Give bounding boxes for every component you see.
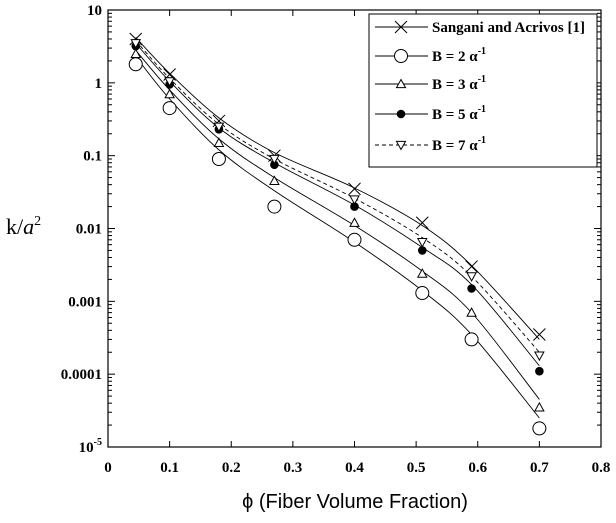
y-tick-label-base: 0.0001	[61, 367, 102, 383]
data-point	[465, 260, 478, 273]
data-point	[535, 366, 544, 376]
data-point	[395, 78, 407, 89]
data-point	[467, 284, 476, 293]
y-axis-title-variable: a	[23, 214, 34, 239]
legend-label-text: Sangani and Acrivos [1]	[432, 20, 585, 36]
legend-label-text: B = 5 α	[432, 107, 478, 123]
legend-label: Sangani and Acrivos [1]	[432, 20, 585, 36]
data-point	[211, 151, 226, 166]
y-axis-title: k/a2	[6, 214, 41, 239]
data-point	[213, 122, 225, 133]
legend-label-text: B = 2 α	[432, 49, 478, 65]
y-tick-label: 0.01	[76, 222, 102, 238]
data-point	[396, 109, 406, 119]
legend-box	[368, 13, 598, 168]
y-axis-title-exponent: 2	[34, 214, 41, 229]
data-point	[416, 268, 428, 278]
data-point	[129, 32, 143, 46]
y-tick-label-base: 0.01	[76, 222, 102, 238]
data-point	[267, 199, 282, 214]
data-point	[162, 101, 177, 116]
legend-label-exponent: -1	[478, 74, 486, 85]
data-point	[416, 238, 428, 248]
data-point	[164, 88, 175, 99]
y-tick-label: 0.1	[83, 149, 102, 165]
x-tick-label: 0.6	[468, 460, 487, 476]
x-tick-label: 0	[104, 460, 112, 476]
legend-label: B = 5 α-1	[432, 104, 486, 123]
x-tick-label: 0.8	[592, 460, 611, 476]
y-tick-label: 10	[87, 3, 102, 19]
y-axis-title-base: k/	[6, 214, 24, 239]
x-tick-label: 0.4	[345, 460, 364, 476]
data-point	[164, 77, 175, 87]
legend-items: Sangani and Acrivos [1]B = 2 α-1B = 3 α-…	[375, 20, 585, 154]
data-point	[417, 246, 427, 255]
data-point	[269, 154, 280, 165]
series-line	[135, 37, 540, 340]
legend-label-exponent: -1	[478, 104, 486, 115]
legend-label-exponent: -1	[478, 46, 486, 57]
y-tick-label: 1	[95, 76, 103, 92]
data-point	[130, 48, 142, 58]
y-tick-label: 0.0001	[61, 367, 102, 383]
x-axis-title: ϕ (Fiber Volume Fraction)	[242, 491, 468, 513]
data-point	[269, 175, 280, 186]
data-point	[532, 421, 547, 436]
data-point	[464, 332, 479, 347]
y-tick-label: 10-5	[79, 437, 102, 456]
data-markers	[128, 32, 547, 436]
data-point	[349, 217, 360, 227]
x-tick-labels: 0 0.1 0.2 0.3 0.4 0.5 0.6 0.7 0.8	[104, 460, 610, 476]
data-point	[466, 272, 477, 282]
data-point	[128, 57, 143, 72]
legend-label: B = 3 α-1	[432, 74, 486, 93]
x-tick-label: 0.7	[530, 460, 549, 476]
x-tick-label: 0.5	[407, 460, 426, 476]
data-point	[394, 49, 408, 63]
y-tick-label-base: 0.1	[83, 149, 102, 165]
x-tick-label: 0.1	[160, 460, 179, 476]
axis-ticks	[107, 9, 602, 448]
y-tick-label: 0.001	[68, 294, 102, 310]
x-tick-label: 0.3	[284, 460, 303, 476]
y-tick-label-base: 10	[79, 440, 94, 456]
legend: Sangani and Acrivos [1]B = 2 α-1B = 3 α-…	[368, 13, 598, 168]
x-tick-label: 0.2	[222, 460, 241, 476]
legend-label-exponent: -1	[478, 135, 486, 146]
data-point	[130, 39, 142, 49]
data-point	[466, 307, 477, 317]
data-point	[534, 351, 545, 362]
legend-label: B = 2 α-1	[432, 46, 486, 65]
y-tick-label-base: 10	[87, 3, 102, 19]
data-point	[415, 286, 430, 301]
data-point	[394, 20, 408, 34]
legend-label-text: B = 3 α	[432, 77, 478, 93]
data-point	[533, 328, 546, 341]
legend-label: B = 7 α-1	[432, 135, 486, 154]
data-point	[415, 216, 429, 230]
data-point	[347, 232, 362, 247]
data-point	[395, 140, 407, 151]
y-tick-label-base: 0.001	[68, 294, 102, 310]
data-point	[348, 182, 361, 196]
y-tick-label-exponent: -5	[94, 437, 102, 448]
y-tick-label-base: 1	[95, 76, 103, 92]
legend-label-text: B = 7 α	[432, 138, 478, 154]
data-point	[534, 401, 545, 412]
data-point	[349, 195, 360, 206]
data-point	[213, 137, 225, 147]
